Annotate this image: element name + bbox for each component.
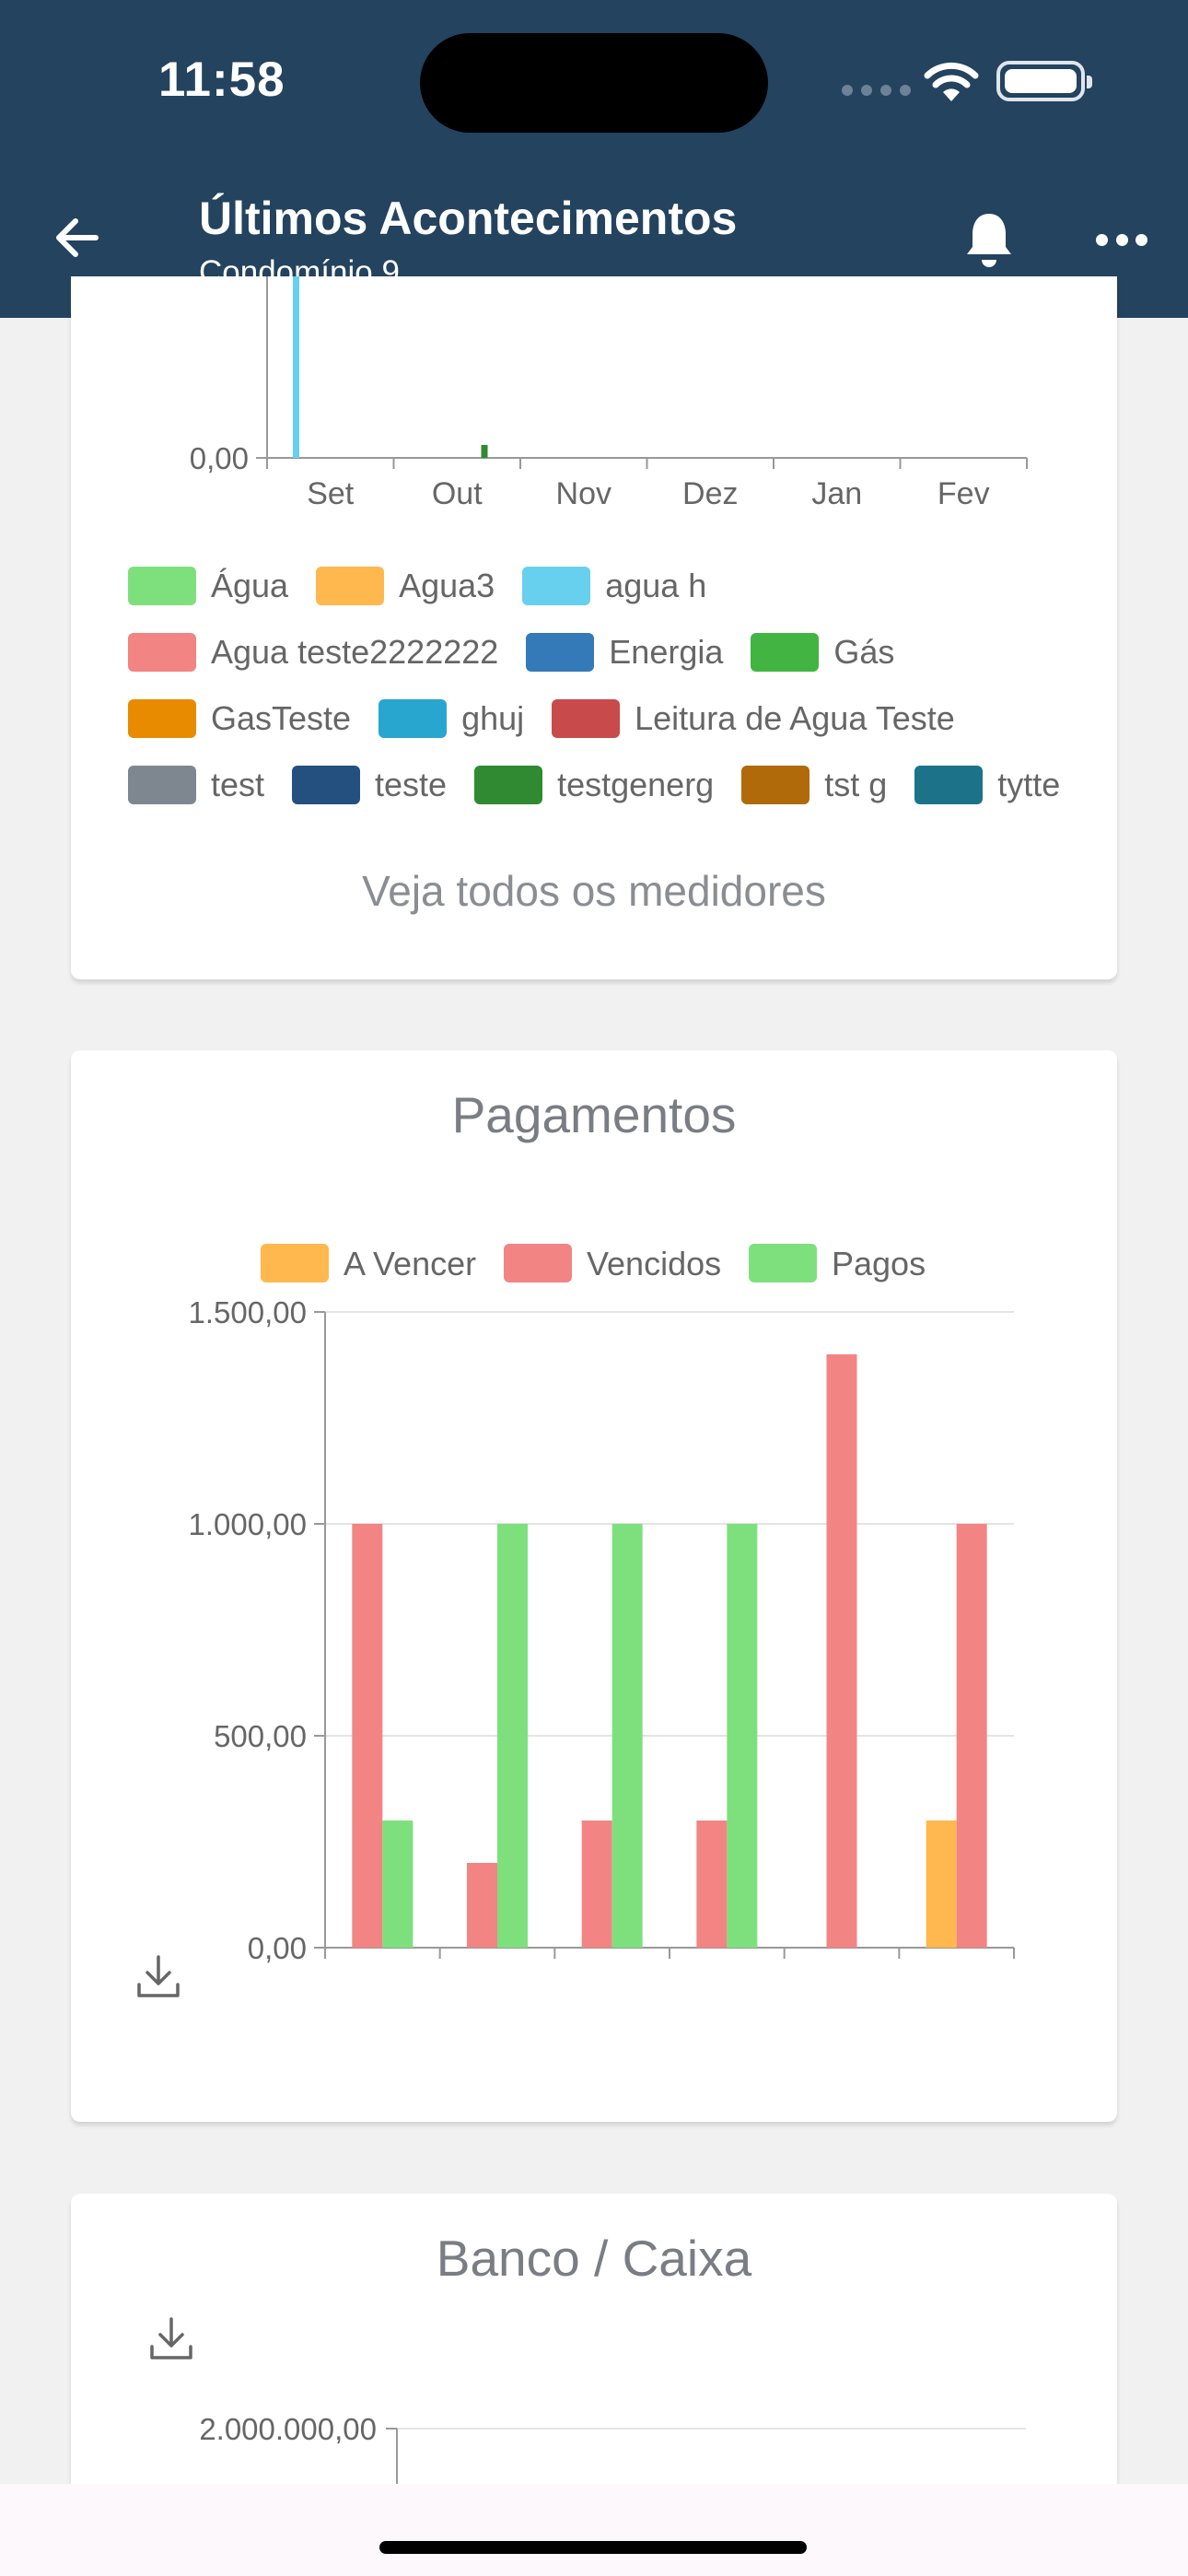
dynamic-island: [420, 33, 768, 133]
bar-vencidos-fev: [956, 1524, 987, 1948]
x-tick-label: Jan: [817, 1968, 868, 1972]
legend-item-agua-h[interactable]: agua h: [522, 567, 706, 605]
x-tick-label: Set: [359, 1968, 407, 1972]
bank-chart: 2.000.000,00: [199, 2412, 1026, 2576]
legend-item-tst-g[interactable]: tst g: [741, 766, 887, 804]
legend-swatch: [128, 633, 196, 672]
bar-pagos-dez: [727, 1524, 758, 1948]
legend-swatch: [741, 766, 810, 804]
bar-vencidos-dez: [696, 1821, 728, 1948]
y-tick-label: 0,00: [190, 441, 249, 475]
legend-swatch: [379, 699, 448, 738]
more-options-icon[interactable]: [1096, 230, 1147, 249]
bar-pagos-nov: [611, 1524, 643, 1948]
x-tick-label: Set: [307, 476, 355, 511]
bar-pagos-out: [497, 1524, 528, 1948]
legend-swatch: [552, 699, 621, 738]
app-header: 11:58 Últimos Acontecimentos Condomínio …: [0, 0, 1188, 318]
legend-item-energia[interactable]: Energia: [526, 633, 723, 672]
legend-item-gasteste[interactable]: GasTeste: [128, 699, 351, 738]
y-tick-label: 0,00: [248, 1931, 307, 1965]
legend-item-agua3[interactable]: Agua3: [316, 567, 495, 605]
legend-item-test[interactable]: test: [128, 766, 264, 804]
legend-swatch: [292, 766, 361, 804]
legend-row: Água Agua3 agua h: [128, 567, 734, 605]
payments-chart: A Vencer Vencidos Pagos 0,00 500,00 1.000,00 1…: [189, 1244, 1015, 1972]
legend-swatch: [526, 633, 595, 672]
legend-label: Pagos: [832, 1245, 926, 1282]
legend-row: Agua teste2222222 Energia Gás: [128, 633, 922, 672]
x-tick-label: Dez: [682, 476, 738, 511]
legend-item-leitura[interactable]: Leitura de Agua Teste: [552, 699, 955, 738]
meters-chart: 0,00 Set Out Nov Dez Jan Fev: [190, 276, 1028, 511]
x-tick-label: Dez: [699, 1968, 754, 1972]
bar-testgenerg-out: [481, 445, 488, 458]
cellular-signal-icon: [842, 85, 911, 96]
home-indicator[interactable]: [379, 2541, 807, 2554]
x-tick-label: Out: [432, 476, 483, 511]
bar-vencidos-nov: [581, 1821, 612, 1948]
download-icon[interactable]: [135, 1953, 181, 1999]
legend-swatch: [522, 567, 591, 605]
legend-item-gas[interactable]: Gás: [751, 633, 894, 672]
x-tick-label: Fev: [938, 476, 990, 511]
y-tick-label: 1.500,00: [189, 1295, 307, 1329]
legend-swatch: [261, 1244, 329, 1282]
download-icon[interactable]: [148, 2315, 194, 2361]
y-tick-label: 500,00: [214, 1719, 307, 1753]
legend-swatch: [128, 567, 196, 605]
bottom-bar: [0, 2484, 1188, 2576]
legend-item-agua-teste[interactable]: Agua teste2222222: [128, 633, 498, 672]
legend-label: A Vencer: [344, 1245, 476, 1282]
legend-item-agua[interactable]: Água: [128, 567, 288, 605]
payments-title: Pagamentos: [451, 1086, 737, 1143]
view-all-meters-link[interactable]: Veja todos os medidores: [362, 867, 826, 915]
back-arrow-icon[interactable]: [50, 210, 105, 265]
legend-item-ghuj[interactable]: ghuj: [379, 699, 524, 738]
meters-card: 0,00 Set Out Nov Dez Jan Fev Água Agua3 agua h…: [71, 276, 1117, 979]
page-title: Últimos Acontecimentos: [199, 193, 738, 244]
legend-swatch: [474, 766, 543, 804]
legend-swatch: [504, 1244, 572, 1282]
x-tick-label: Nov: [584, 1968, 639, 1972]
legend-swatch: [749, 1244, 817, 1282]
legend-item-tytte[interactable]: tytte: [914, 766, 1060, 804]
payments-card: Pagamentos A Vencer Vencidos Pagos 0,00 500,…: [71, 1050, 1117, 2122]
wifi-icon: [924, 62, 979, 101]
bar-vencidos-set: [352, 1524, 383, 1948]
bell-icon[interactable]: [961, 208, 1017, 273]
x-tick-label: Nov: [556, 476, 611, 511]
x-tick-label: Fev: [930, 1968, 983, 1972]
legend-item-teste[interactable]: teste: [292, 766, 447, 804]
x-tick-label: Jan: [811, 476, 862, 511]
legend-label: Vencidos: [587, 1245, 721, 1282]
legend-row: GasTeste ghuj Leitura de Agua Teste: [128, 699, 983, 738]
x-tick-label: Out: [472, 1968, 523, 1972]
legend-row: test teste testgenerg tst g tytte: [128, 766, 1060, 804]
legend-swatch: [128, 699, 196, 738]
legend-swatch: [914, 766, 984, 804]
bar-agua-h-set: [293, 276, 299, 458]
legend-item-testgenerg[interactable]: testgenerg: [474, 766, 714, 804]
bar-vencidos-jan: [826, 1354, 857, 1948]
legend-swatch: [751, 633, 820, 672]
bar-vencidos-out: [467, 1863, 497, 1948]
y-tick-label: 2.000.000,00: [199, 2412, 377, 2446]
bar-pagos-set: [382, 1821, 413, 1948]
legend-swatch: [316, 567, 385, 605]
status-time: 11:58: [158, 53, 285, 107]
bar-a-vencer-fev: [926, 1821, 957, 1948]
legend-swatch: [128, 766, 196, 804]
battery-icon: [996, 61, 1092, 101]
y-tick-label: 1.000,00: [189, 1507, 307, 1541]
bank-title: Banco / Caixa: [436, 2230, 752, 2287]
